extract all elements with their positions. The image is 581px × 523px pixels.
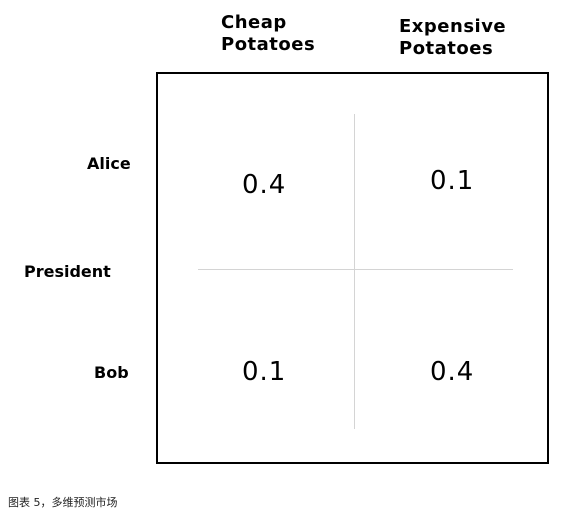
column-header-expensive-line2: Potatoes (399, 38, 506, 60)
cell-alice-cheap: 0.4 (242, 170, 286, 200)
probability-grid: 0.4 0.1 0.1 0.4 (156, 72, 549, 464)
column-header-cheap-line1: Cheap (221, 12, 315, 34)
figure-caption: 图表 5，多维预测市场 (8, 494, 118, 510)
grid-horizontal-divider (198, 269, 513, 270)
column-header-expensive-potatoes: Expensive Potatoes (399, 16, 506, 60)
column-header-expensive-line1: Expensive (399, 16, 506, 38)
row-label-bob: Bob (94, 363, 129, 382)
cell-alice-expensive: 0.1 (430, 166, 474, 196)
cell-bob-cheap: 0.1 (242, 357, 286, 387)
row-label-president: President (24, 262, 111, 281)
column-header-cheap-line2: Potatoes (221, 34, 315, 56)
row-label-alice: Alice (87, 154, 131, 173)
grid-vertical-divider (354, 114, 355, 429)
column-header-cheap-potatoes: Cheap Potatoes (221, 12, 315, 56)
cell-bob-expensive: 0.4 (430, 357, 474, 387)
